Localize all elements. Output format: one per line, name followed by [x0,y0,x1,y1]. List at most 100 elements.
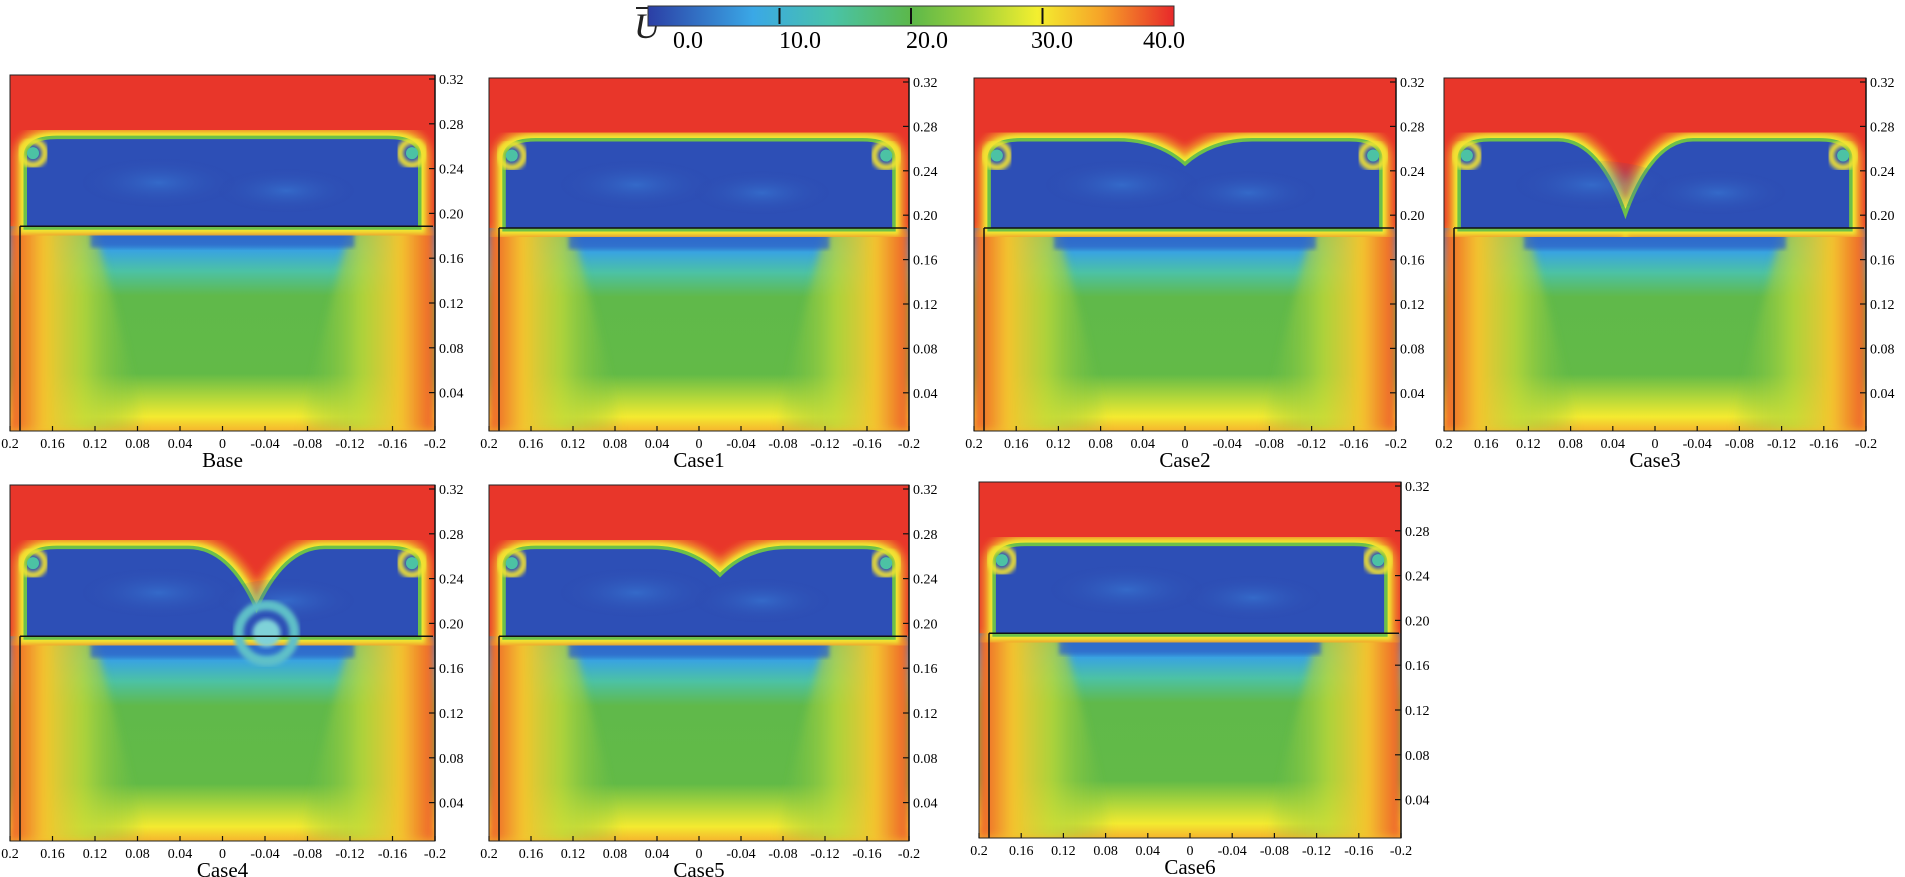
y-tick-label: 0.24 [1400,165,1425,180]
panel-title: Case4 [197,858,249,877]
vortex-core [27,557,39,570]
x-tick-label: 0.12 [561,437,586,452]
y-tick-label: 0.16 [1405,659,1430,674]
y-tick-label: 0.28 [913,120,938,135]
x-tick-label: -0.16 [852,437,881,452]
x-tick-label: 0.16 [519,437,544,452]
right-gradient-zone [1730,228,1866,431]
x-tick-label: -0.2 [424,437,446,452]
x-tick-label: -0.16 [852,847,881,862]
x-tick-label: -0.2 [898,847,920,862]
x-tick-label: 0.2 [1,437,19,452]
colorbar-tick-label: 0.0 [673,28,703,54]
y-tick-label: 0.04 [1400,387,1425,402]
y-tick-label: 0.24 [913,165,938,180]
right-corner-vortex [871,548,902,579]
x-tick-label: -0.12 [810,847,839,862]
x-tick-label: 0.12 [83,847,108,862]
colorbar-ticks [778,8,1044,24]
y-tick-label: 0.32 [1400,76,1425,91]
x-tick-label: -0.04 [726,847,755,862]
x-tick-label: -0.12 [335,847,364,862]
vortex-core [1367,149,1380,162]
y-tick-label: 0.04 [439,387,464,402]
x-tick-label: -0.08 [768,847,797,862]
x-tick-label: 0 [1187,844,1194,859]
y-tick-label: 0.08 [913,342,938,357]
x-tick-label: 0 [696,847,703,862]
right-corner-vortex [1828,140,1859,171]
cavity-texture [560,568,712,618]
vortex-core [27,147,39,160]
x-tick-label: 0.2 [480,437,498,452]
x-tick-label: 0.2 [965,437,983,452]
panels: 0.320.280.240.200.160.120.080.040.2 0.16 0… [1,73,1894,877]
left-corner-vortex [981,140,1012,171]
panel-case3: 0.32 0.28 0.24 0.20 0.16 0.12 0.08 0.04 0.2 0.16 0… [1435,76,1894,472]
vortex-core [1460,149,1473,162]
vortex-core [1372,554,1385,567]
x-tick-label: -0.08 [1255,437,1284,452]
x-tick-label: -0.12 [1297,437,1326,452]
y-tick-label: 0.24 [1870,165,1895,180]
x-tick-label: 0.08 [125,437,150,452]
y-tick-label: 0.24 [439,163,464,178]
x-tick-label: -0.16 [1344,844,1373,859]
left-gradient-zone [489,228,624,431]
y-tick-label: 0.08 [1870,342,1895,357]
x-tick-label: 0.16 [519,847,544,862]
y-tick-label: 0.20 [439,207,464,222]
y-tick-label: 0.12 [1400,298,1425,313]
panel-case5: 0.32 0.28 0.24 0.20 0.16 0.12 0.08 0.04 0.2 0.16 0… [480,483,937,877]
x-tick-label: 0.2 [1435,437,1453,452]
vortex-core [880,557,893,570]
x-tick-label: 0.12 [83,437,108,452]
x-tick-label: 0.08 [603,437,628,452]
y-tick-label: 0.04 [1870,387,1895,402]
x-tick-label: 0.12 [1051,844,1076,859]
y-tick-label: 0.08 [1400,342,1425,357]
panel-case1: 0.32 0.28 0.24 0.20 0.16 0.12 0.08 0.04 0.2 0.16 0… [480,76,937,472]
y-tick-label: 0.08 [1405,749,1430,764]
left-gradient-zone [10,226,146,431]
x-tick-label: 0.08 [603,847,628,862]
y-tick-label: 0.12 [913,298,938,313]
x-tick-label: 0.04 [645,437,670,452]
x-tick-label: 0.12 [1516,437,1541,452]
x-tick-label: -0.16 [378,437,407,452]
y-tick-label: 0.28 [439,118,464,133]
vortex-core [995,554,1008,567]
vortex-core [406,147,418,160]
y-tick-label: 0.04 [439,797,464,812]
x-tick-label: 0.04 [1136,844,1161,859]
x-tick-label: 0.08 [1558,437,1583,452]
right-corner-vortex [871,140,902,171]
right-gradient-zone [774,228,909,431]
x-tick-label: 0 [696,437,703,452]
y-tick-label: 0.20 [1870,209,1895,224]
right-gradient-zone [1265,633,1401,838]
panel-case4: 0.32 0.28 0.24 0.20 0.16 0.12 0.08 0.04 0.2 0.16 0… [1,483,463,877]
x-tick-label: 0.16 [1474,437,1499,452]
y-tick-label: 0.16 [1870,254,1895,269]
x-tick-label: -0.12 [810,437,839,452]
cavity-texture [560,160,712,209]
swirl-vortex [233,600,300,667]
x-tick-label: -0.04 [1218,844,1247,859]
x-tick-label: 0.2 [1,847,19,862]
y-tick-label: 0.12 [1870,298,1895,313]
y-tick-label: 0.32 [1870,76,1895,91]
right-corner-vortex [397,138,427,169]
x-tick-label: 0.16 [40,437,65,452]
vortex-core [406,557,418,570]
right-corner-vortex [1363,545,1394,576]
left-gradient-zone [974,228,1110,431]
x-tick-label: 0.12 [1046,437,1071,452]
left-corner-vortex [496,548,527,579]
cavity-texture [1180,171,1316,215]
y-tick-label: 0.04 [1405,794,1430,809]
vortex-core [990,149,1003,162]
y-tick-label: 0.24 [913,573,938,588]
x-tick-label: 0.16 [40,847,65,862]
x-tick-label: 0.04 [168,847,193,862]
